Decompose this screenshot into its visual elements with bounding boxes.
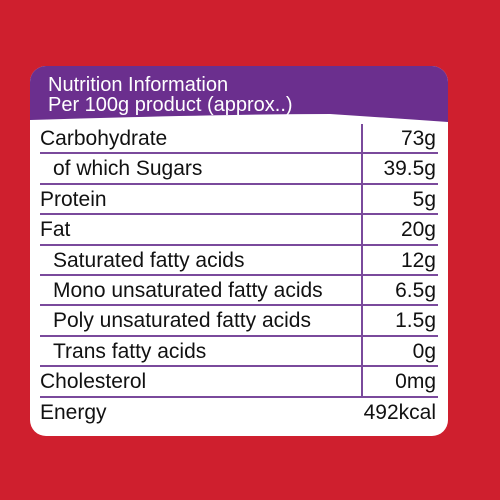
- row-label: Carbohydrate: [40, 127, 168, 150]
- row-value: 492kcal: [363, 400, 436, 424]
- row-label: Energy: [40, 400, 107, 424]
- table-row-cholesterol: Cholesterol 0mg: [40, 367, 438, 398]
- row-value: 6.5g: [395, 278, 436, 302]
- row-label: Fat: [40, 218, 71, 242]
- row-label: Poly unsaturated fatty acids: [53, 309, 311, 333]
- table-row-protein: Protein 5g: [40, 185, 438, 216]
- row-value: 73g: [400, 127, 436, 150]
- row-value: 0g: [412, 339, 436, 363]
- row-value: 5g: [412, 187, 436, 211]
- row-label: Protein: [40, 187, 107, 211]
- table-row-fat: Fat 20g: [40, 215, 438, 246]
- row-value: 1.5g: [395, 309, 436, 333]
- table-row-sugars: of which Sugars 39.5g: [40, 154, 438, 185]
- nutrition-panel: Nutrition Information Per 100g product (…: [30, 66, 448, 436]
- column-divider: [361, 124, 363, 398]
- header-band-shape: [30, 66, 448, 122]
- row-label: Cholesterol: [40, 370, 147, 394]
- header-band: Nutrition Information Per 100g product (…: [30, 66, 448, 129]
- table-row-carbohydrate: Carbohydrate 73g: [40, 124, 438, 155]
- panel-subtitle: Per 100g product (approx..): [48, 94, 293, 116]
- table-row-energy: Energy 492kcal: [40, 398, 438, 428]
- row-value: 12g: [400, 248, 436, 272]
- row-value: 0mg: [395, 370, 436, 394]
- row-value: 20g: [400, 218, 436, 242]
- row-value: 39.5g: [383, 157, 436, 181]
- table-row-poly-unsaturated: Poly unsaturated fatty acids 1.5g: [40, 306, 438, 337]
- table-row-trans: Trans fatty acids 0g: [40, 337, 438, 368]
- row-label: Mono unsaturated fatty acids: [53, 278, 323, 302]
- row-label: Trans fatty acids: [53, 339, 207, 363]
- row-label: of which Sugars: [53, 157, 203, 181]
- row-label: Saturated fatty acids: [53, 248, 245, 272]
- table-row-mono-unsaturated: Mono unsaturated fatty acids 6.5g: [40, 276, 438, 307]
- table-row-saturated: Saturated fatty acids 12g: [40, 246, 438, 276]
- nutrition-table: Carbohydrate 73g of which Sugars 39.5g P…: [40, 124, 438, 428]
- panel-title: Nutrition Information: [48, 74, 229, 96]
